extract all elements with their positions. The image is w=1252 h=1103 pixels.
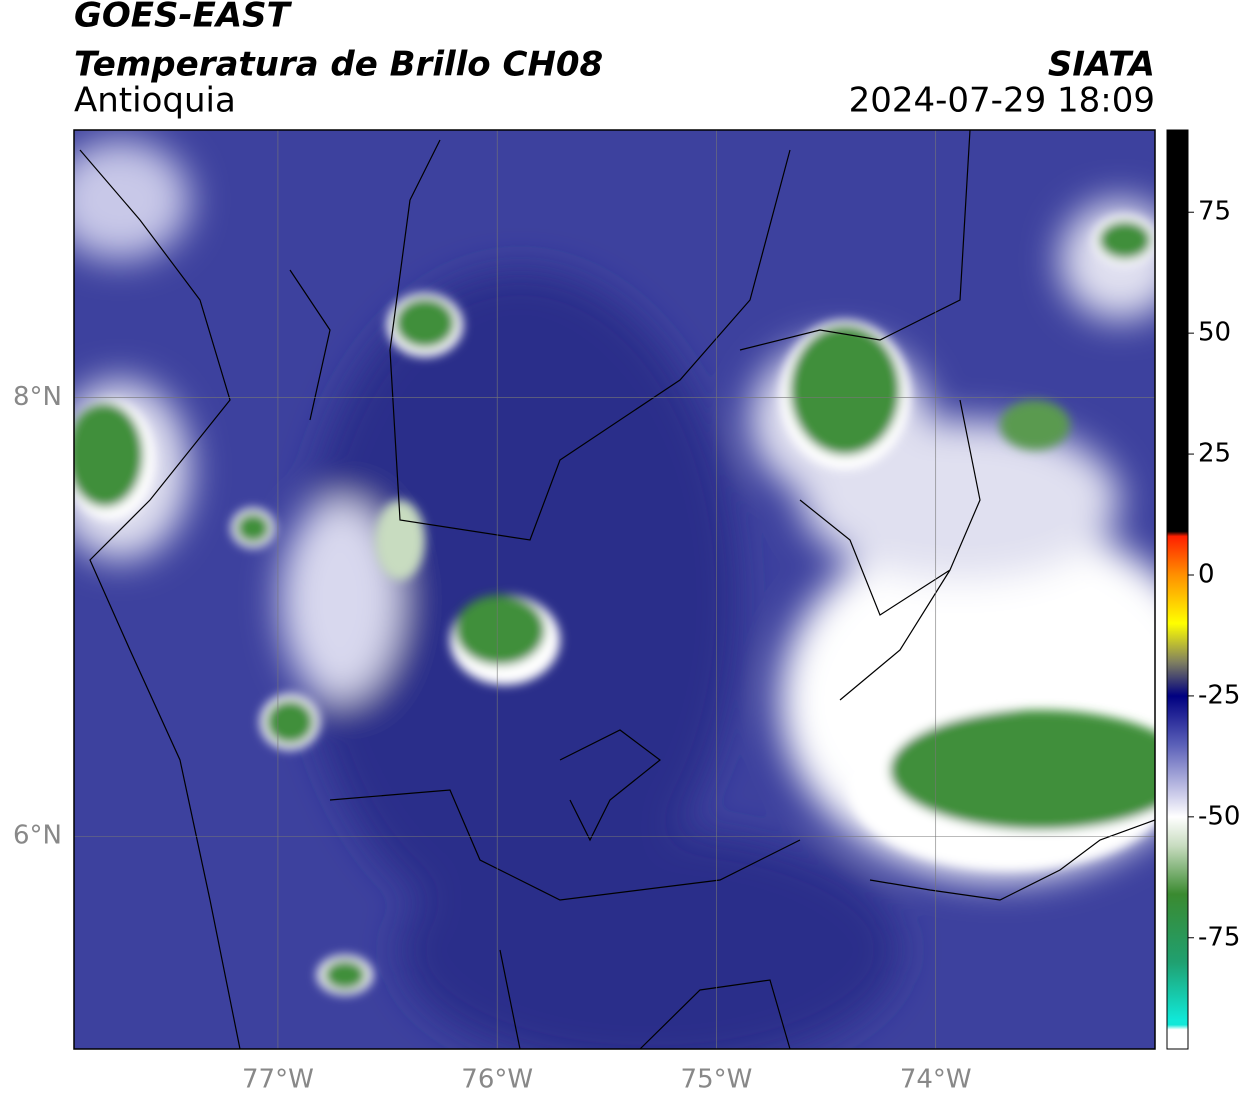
colorbar <box>1166 129 1189 1050</box>
colorbar-tick-label: 0 <box>1198 559 1215 589</box>
x-tick-label: 76°W <box>461 1065 533 1095</box>
x-tick-label: 75°W <box>681 1065 753 1095</box>
title: GOES-EAST <box>74 0 293 36</box>
map-frame <box>73 129 1156 1050</box>
colorbar-tick-label: 75 <box>1198 197 1231 227</box>
y-tick-label: 6°N <box>13 821 62 851</box>
colorbar-tick-label: -25 <box>1198 680 1240 710</box>
satellite-image <box>74 130 1155 1049</box>
source: SIATA <box>1048 45 1155 85</box>
colorbar-tick-label: 25 <box>1198 439 1231 469</box>
x-tick-label: 74°W <box>900 1065 972 1095</box>
y-tick-label: 8°N <box>13 382 62 412</box>
subtitle: Temperatura de Brillo CH08 <box>74 45 603 85</box>
region: Antioquia <box>74 81 236 121</box>
datetime: 2024-07-29 18:09 <box>849 81 1155 121</box>
colorbar-tick-label: -50 <box>1198 801 1240 831</box>
colorbar-tick-label: -75 <box>1198 922 1240 952</box>
colorbar-tick-label: 50 <box>1198 318 1231 348</box>
x-tick-label: 77°W <box>242 1065 314 1095</box>
